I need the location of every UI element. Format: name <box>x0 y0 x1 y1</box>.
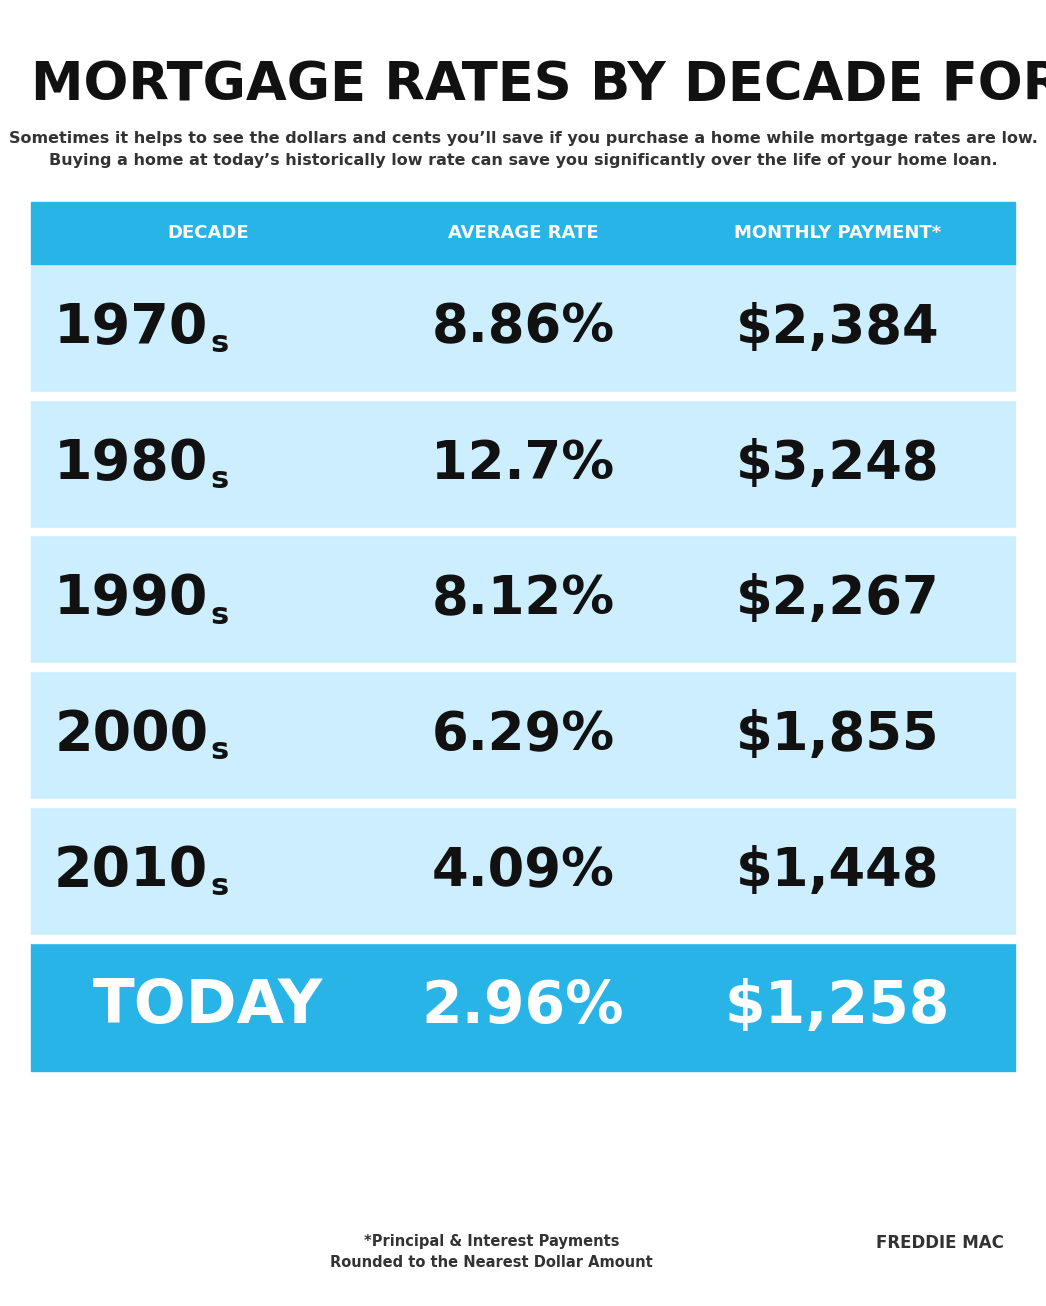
Text: 4.09%: 4.09% <box>432 845 614 897</box>
Text: s: s <box>210 329 229 358</box>
Bar <box>31 535 1015 663</box>
Bar <box>31 392 1015 400</box>
Text: $3,248: $3,248 <box>735 438 939 490</box>
Text: *Principal & Interest Payments
Rounded to the Nearest Dollar Amount: *Principal & Interest Payments Rounded t… <box>331 1234 653 1271</box>
Text: 8.86%: 8.86% <box>431 302 615 354</box>
Text: s: s <box>210 465 229 494</box>
Text: 1990: 1990 <box>54 572 208 627</box>
Text: s: s <box>210 872 229 901</box>
Text: Sometimes it helps to see the dollars and cents you’ll save if you purchase a ho: Sometimes it helps to see the dollars an… <box>8 131 1038 167</box>
Text: 1980: 1980 <box>54 436 208 491</box>
Text: 2.96%: 2.96% <box>422 978 624 1036</box>
Text: 1970: 1970 <box>54 300 208 355</box>
Text: TODAY: TODAY <box>93 977 323 1037</box>
Text: DECADE: DECADE <box>167 225 249 242</box>
Text: 2010: 2010 <box>54 844 208 899</box>
Text: 6.29%: 6.29% <box>431 709 615 761</box>
Bar <box>31 400 1015 528</box>
Text: MORTGAGE RATES BY DECADE FOR A: MORTGAGE RATES BY DECADE FOR A <box>31 59 1046 111</box>
Bar <box>31 202 1015 264</box>
Text: AVERAGE RATE: AVERAGE RATE <box>448 225 598 242</box>
Bar <box>31 264 1015 392</box>
Bar <box>31 671 1015 799</box>
Text: 8.12%: 8.12% <box>431 573 615 626</box>
Text: $2,267: $2,267 <box>735 573 939 626</box>
Text: s: s <box>210 601 229 629</box>
Text: $2,384: $2,384 <box>735 302 939 354</box>
Text: $1,448: $1,448 <box>736 845 939 897</box>
Text: 2000: 2000 <box>54 708 208 763</box>
Text: MONTHLY PAYMENT*: MONTHLY PAYMENT* <box>734 225 941 242</box>
Bar <box>31 799 1015 807</box>
Bar <box>31 807 1015 935</box>
Bar <box>31 943 1015 1071</box>
Text: s: s <box>210 737 229 765</box>
Bar <box>31 935 1015 943</box>
Bar <box>31 528 1015 535</box>
Text: $1,258: $1,258 <box>725 978 951 1036</box>
Text: $1,855: $1,855 <box>736 709 939 761</box>
Text: 12.7%: 12.7% <box>431 438 615 490</box>
Bar <box>31 663 1015 671</box>
Text: FREDDIE MAC: FREDDIE MAC <box>877 1234 1004 1252</box>
